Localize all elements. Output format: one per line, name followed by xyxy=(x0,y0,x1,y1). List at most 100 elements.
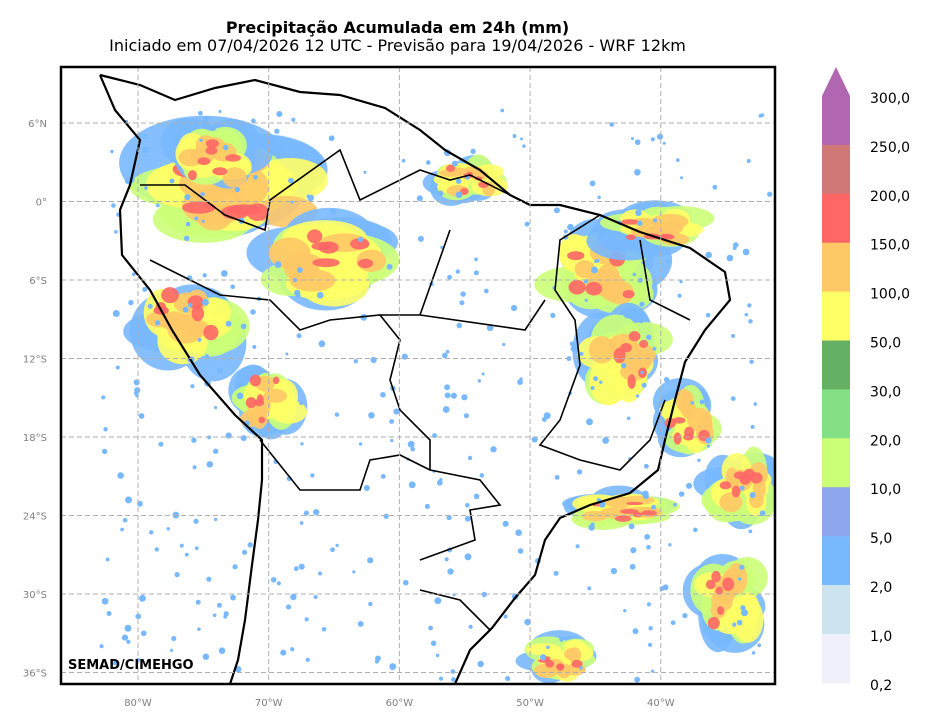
rain-cell xyxy=(285,352,289,356)
rain-cell xyxy=(726,254,734,262)
rain-cell xyxy=(191,437,197,443)
rain-cell xyxy=(297,267,303,273)
rain-cell xyxy=(450,392,457,399)
rain-cell xyxy=(739,485,745,491)
rain-cell xyxy=(438,676,444,681)
rain-cell xyxy=(749,359,754,365)
rain-cell xyxy=(522,144,526,148)
rain-cell xyxy=(664,234,675,240)
rain-cell xyxy=(389,663,397,670)
rain-cell xyxy=(274,128,280,134)
rain-cell xyxy=(599,380,603,384)
rain-cell xyxy=(300,442,304,446)
rain-cell xyxy=(166,527,170,531)
rain-cell xyxy=(643,493,649,500)
rain-cell xyxy=(534,663,559,678)
rain-cell xyxy=(758,114,763,118)
rain-cell xyxy=(517,548,524,554)
rain-cell xyxy=(367,557,374,564)
rain-cell xyxy=(731,485,741,498)
rain-cell xyxy=(646,544,651,550)
rain-cell xyxy=(447,568,454,575)
rain-cell xyxy=(155,203,160,208)
rain-cell xyxy=(280,649,287,656)
rain-cell xyxy=(464,553,472,561)
rain-cell xyxy=(216,367,223,374)
rain-cell xyxy=(402,579,409,586)
rain-cell xyxy=(628,331,641,342)
rain-cell xyxy=(474,257,478,262)
rain-cell xyxy=(192,465,197,470)
rain-cell xyxy=(737,577,742,581)
rain-cell xyxy=(306,154,313,161)
lon-tick-label: 50°W xyxy=(516,698,544,709)
rain-cell xyxy=(225,154,242,162)
rain-cell xyxy=(407,440,415,448)
rain-cell xyxy=(632,272,637,277)
rain-cell xyxy=(389,419,395,424)
rain-cell xyxy=(634,676,641,683)
rain-cell xyxy=(183,235,190,242)
rain-cell xyxy=(230,284,236,290)
rain-cell xyxy=(465,176,470,180)
colorbar-segment xyxy=(822,242,850,293)
rain-cell xyxy=(158,441,164,447)
rain-cell xyxy=(232,564,238,570)
rain-cell xyxy=(625,234,637,241)
rain-cell xyxy=(140,630,147,637)
rain-cell xyxy=(679,279,683,284)
rain-cell xyxy=(212,613,217,618)
rain-cell xyxy=(194,546,199,551)
rain-cell xyxy=(502,342,506,347)
rain-cell xyxy=(686,482,693,489)
rain-cell xyxy=(626,416,631,420)
rain-cell xyxy=(117,472,124,479)
rain-cell xyxy=(428,625,434,631)
rain-cell xyxy=(112,660,118,666)
rain-cell xyxy=(748,529,753,534)
credit-label: SEMAD/CIMEHGO xyxy=(68,658,194,673)
rain-cell xyxy=(597,195,601,200)
rain-cell xyxy=(410,446,416,452)
rain-cell xyxy=(193,518,199,524)
rain-cell xyxy=(632,628,639,635)
rain-cell xyxy=(357,620,364,627)
rain-cell xyxy=(390,438,394,443)
rain-cell xyxy=(653,218,658,223)
rain-cell xyxy=(640,370,644,375)
rain-cell xyxy=(352,570,356,574)
rain-cell xyxy=(639,339,649,348)
rain-cell xyxy=(675,158,680,162)
colorbar-segment xyxy=(822,340,850,390)
rain-cell xyxy=(550,312,556,319)
lon-tick-label: 40°W xyxy=(647,698,675,709)
rain-cell xyxy=(626,501,643,506)
rain-cell xyxy=(733,471,747,480)
rain-cell xyxy=(131,272,136,277)
rain-cell xyxy=(111,203,116,208)
rain-cell xyxy=(380,473,386,479)
rain-cell xyxy=(623,608,627,613)
rain-cell xyxy=(635,209,642,217)
rain-cell xyxy=(142,146,150,154)
rain-cell xyxy=(531,436,538,443)
country-borders xyxy=(140,148,691,631)
rain-cell xyxy=(622,289,635,299)
rain-cell xyxy=(588,336,616,364)
colorbar-label: 30,0 xyxy=(870,384,901,400)
rain-cell xyxy=(746,158,751,164)
rain-cell xyxy=(444,557,449,562)
rain-cell xyxy=(732,622,737,627)
rain-cell xyxy=(223,614,227,619)
rain-cell xyxy=(446,514,452,521)
rain-cell xyxy=(641,510,657,516)
rain-cell xyxy=(218,109,222,113)
rain-cell xyxy=(188,302,193,308)
rain-cell xyxy=(490,446,497,453)
rain-cell xyxy=(553,570,559,576)
rain-cell xyxy=(240,323,247,330)
rain-cell xyxy=(467,455,473,461)
rain-cell xyxy=(590,385,595,390)
rain-cell xyxy=(628,523,635,530)
